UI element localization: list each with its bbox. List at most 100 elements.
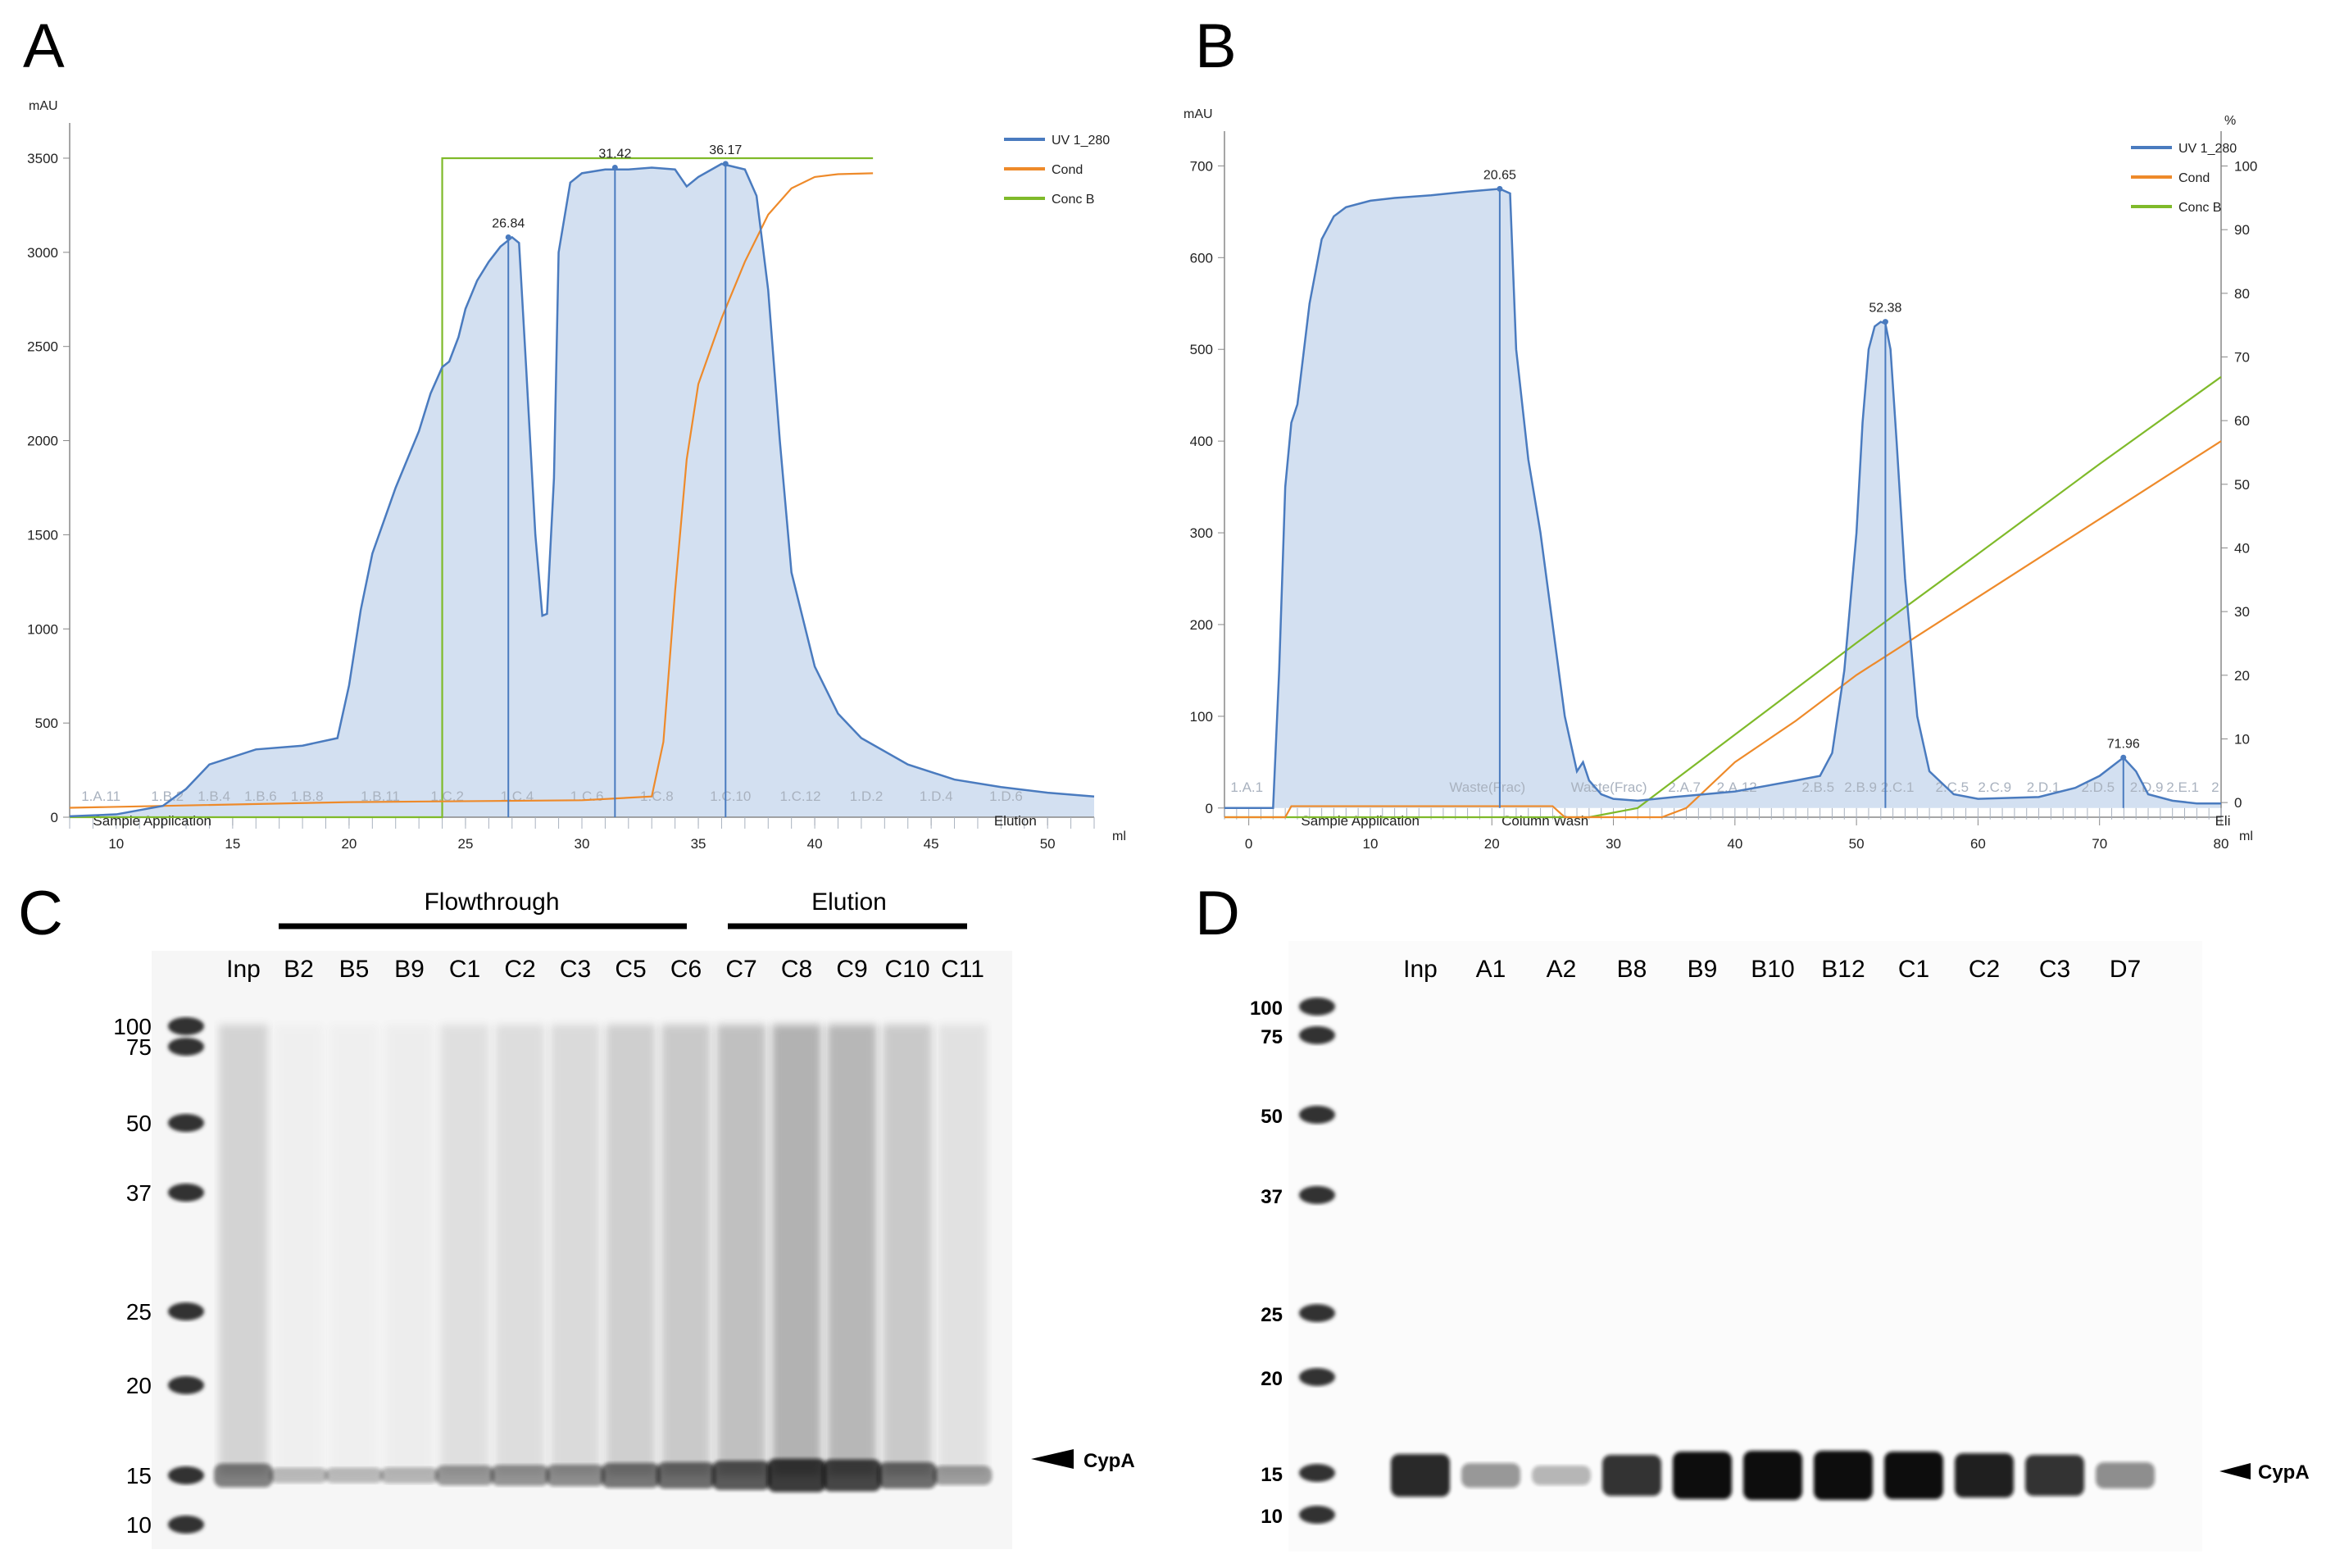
- x-tick-label: 60: [1970, 836, 1986, 852]
- mw-label: 15: [1261, 1464, 1283, 1486]
- x-tick-label: 70: [2092, 836, 2107, 852]
- x-tick-label: 45: [924, 836, 939, 852]
- legend-label: Cond: [2178, 171, 2210, 185]
- fraction-label: 2.B.5: [1801, 779, 1834, 795]
- x-tick-label: 35: [691, 836, 706, 852]
- ladder-band: [1299, 1106, 1335, 1124]
- lane-smear: [440, 1025, 489, 1475]
- lane-label: C11: [941, 956, 984, 983]
- fraction-label: 1.A.11: [81, 789, 120, 804]
- mw-label: 75: [1261, 1026, 1283, 1048]
- y-tick-label: 200: [1190, 617, 1213, 633]
- panel-letter-c: C: [18, 879, 63, 948]
- peak-marker-dot: [2120, 754, 2127, 761]
- y-tick-label: 500: [1190, 342, 1213, 357]
- cond-trace-line: [69, 172, 874, 809]
- lane-label: C9: [836, 956, 867, 983]
- mw-label: 15: [126, 1463, 152, 1488]
- fraction-label: 2.A.12: [1717, 779, 1757, 795]
- legend-label: Conc B: [1052, 193, 1094, 207]
- y-tick-label: 0: [51, 810, 58, 825]
- y2-tick-label: 60: [2234, 413, 2250, 429]
- y-tick-label: 0: [1206, 801, 1213, 816]
- lane-label: Inp: [226, 956, 261, 983]
- cypa-band: [1391, 1454, 1450, 1497]
- ladder-band: [1299, 1304, 1335, 1322]
- cypa-band: [490, 1465, 550, 1486]
- peak-label: 71.96: [2107, 737, 2140, 751]
- conc-b-trace-line: [1224, 375, 2222, 819]
- y-tick-label: 500: [35, 716, 58, 731]
- cypa-band: [379, 1467, 439, 1484]
- gel-d-background: [1288, 941, 2202, 1552]
- lane-smear: [329, 1025, 379, 1475]
- phase-label: Eli: [2215, 813, 2231, 829]
- cypa-band: [2025, 1455, 2084, 1496]
- cypa-band: [546, 1464, 605, 1487]
- legend-label: Conc B: [2178, 201, 2221, 215]
- mw-label: 25: [1261, 1304, 1283, 1326]
- fraction-label: 2.C.1: [1881, 779, 1915, 795]
- legend-label: UV 1_280: [1052, 134, 1110, 148]
- fraction-label: 1.B.6: [244, 789, 277, 804]
- mw-label: 100: [113, 1014, 152, 1039]
- cypa-band: [767, 1458, 826, 1493]
- y2-tick-label: 0: [2234, 795, 2242, 811]
- cypa-band: [214, 1463, 273, 1488]
- fraction-label: 1.B.4: [198, 789, 230, 804]
- fraction-label: 2.C.5: [1936, 779, 1969, 795]
- ladder-band: [1299, 1026, 1335, 1044]
- elution-label: Elution: [811, 889, 887, 916]
- lane-label: C3: [560, 956, 591, 983]
- fraction-label: 1.C.8: [640, 789, 674, 804]
- peak-marker-dot: [505, 234, 511, 240]
- cypa-band: [1602, 1455, 1661, 1496]
- flowthrough-label: Flowthrough: [424, 889, 559, 916]
- mw-label: 50: [1261, 1106, 1283, 1128]
- mw-label: 25: [126, 1299, 152, 1325]
- x-tick-label: 20: [1484, 836, 1500, 852]
- lane-smear: [827, 1025, 877, 1475]
- ladder-band: [168, 1114, 204, 1132]
- x-tick-label: 20: [341, 836, 357, 852]
- mw-label: 10: [1261, 1506, 1283, 1528]
- y-tick-label: 400: [1190, 434, 1213, 449]
- lane-label: B5: [339, 956, 370, 983]
- x-tick-label: 40: [1727, 836, 1742, 852]
- cypa-band: [711, 1461, 771, 1490]
- lane-label: B12: [1821, 956, 1865, 983]
- peak-label: 36.17: [709, 143, 742, 157]
- lane-label: B10: [1751, 956, 1794, 983]
- mw-label: 10: [126, 1512, 152, 1538]
- lane-label: C1: [1898, 956, 1929, 983]
- fraction-label: 2.D.5: [2081, 779, 2115, 795]
- fraction-label: 2.C.9: [1978, 779, 2011, 795]
- uv-area-fill: [1224, 189, 2221, 808]
- x-tick-label: 40: [807, 836, 823, 852]
- cypa-band: [1743, 1451, 1802, 1500]
- lane-label: Inp: [1403, 956, 1438, 983]
- fraction-label: 2.A.7: [1668, 779, 1701, 795]
- lane-smear: [495, 1025, 545, 1475]
- panel-letter-b: B: [1195, 11, 1237, 81]
- lane-smear: [384, 1025, 434, 1475]
- peak-label: 52.38: [1869, 302, 1901, 316]
- cypa-band: [822, 1459, 882, 1492]
- fraction-label: 1.A.1: [1230, 779, 1263, 795]
- uv-area-fill: [70, 163, 1094, 817]
- ladder-band: [168, 1376, 204, 1394]
- y-tick-label: 1500: [27, 527, 58, 543]
- y2-axis-label: %: [2224, 114, 2236, 128]
- phase-label: Column Wash: [1501, 813, 1588, 829]
- cypa-label-c: CypA: [1083, 1450, 1135, 1472]
- mw-label: 37: [126, 1180, 152, 1206]
- y2-tick-label: 30: [2234, 604, 2250, 620]
- mw-label: 20: [1261, 1368, 1283, 1390]
- mw-label: 100: [1250, 998, 1283, 1020]
- x-tick-label: 30: [575, 836, 590, 852]
- fraction-label: 1.C.2: [430, 789, 464, 804]
- x-tick-label: 0: [1245, 836, 1252, 852]
- phase-label: Elution: [994, 813, 1037, 829]
- cypa-arrow-c: [1031, 1449, 1074, 1469]
